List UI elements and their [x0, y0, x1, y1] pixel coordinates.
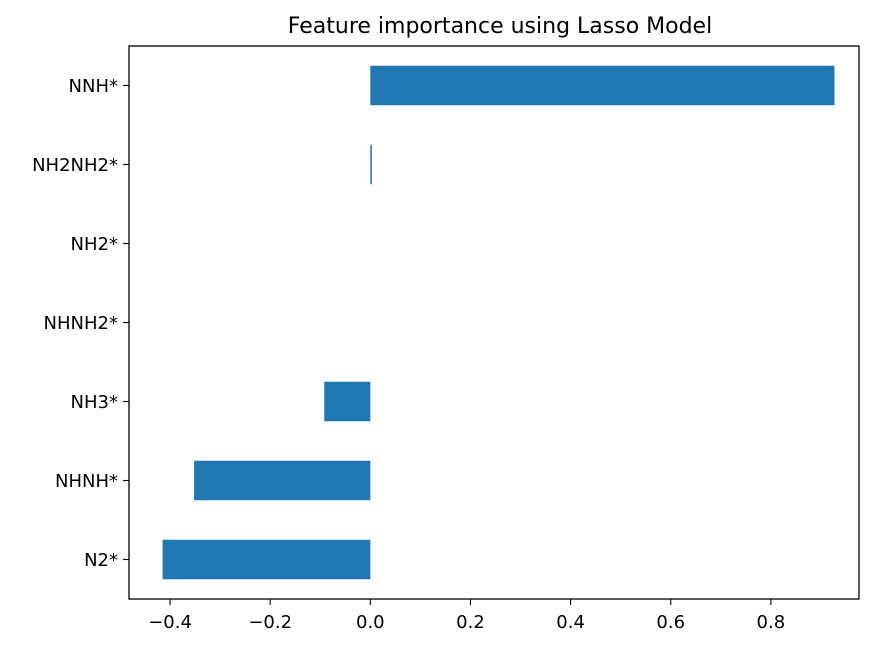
bar-nhnh — [194, 460, 371, 501]
x-tick-label: 0.4 — [556, 612, 585, 633]
x-tick-label: 0.0 — [356, 612, 385, 633]
y-tick-label: NNH* — [69, 76, 118, 97]
bars-layer — [162, 65, 835, 580]
y-tick-label: NH3* — [71, 392, 118, 413]
y-tick-label: NH2NH2* — [32, 155, 118, 176]
x-tick-label: −0.4 — [148, 612, 192, 633]
bar-n2 — [162, 539, 371, 580]
y-tick-label: NH2* — [71, 234, 118, 255]
plot-frame — [128, 45, 860, 600]
y-tick-label: NHNH* — [55, 471, 118, 492]
y-tick-label: N2* — [84, 550, 118, 571]
y-axis: N2* NHNH* NH3* NHNH2* NH2* NH2NH2* NNH* — [32, 76, 129, 571]
x-axis: −0.4 −0.2 0.0 0.2 0.4 0.6 0.8 — [148, 599, 785, 633]
bar-nh2nh2 — [370, 144, 372, 185]
x-tick-label: −0.2 — [248, 612, 292, 633]
x-tick-label: 0.8 — [757, 612, 786, 633]
y-tick-label: NHNH2* — [44, 313, 118, 334]
x-tick-label: 0.6 — [656, 612, 685, 633]
bar-nnh — [370, 65, 835, 106]
x-tick-label: 0.2 — [456, 612, 485, 633]
chart-title: Feature importance using Lasso Model — [288, 14, 712, 39]
bar-nh3 — [324, 381, 371, 422]
